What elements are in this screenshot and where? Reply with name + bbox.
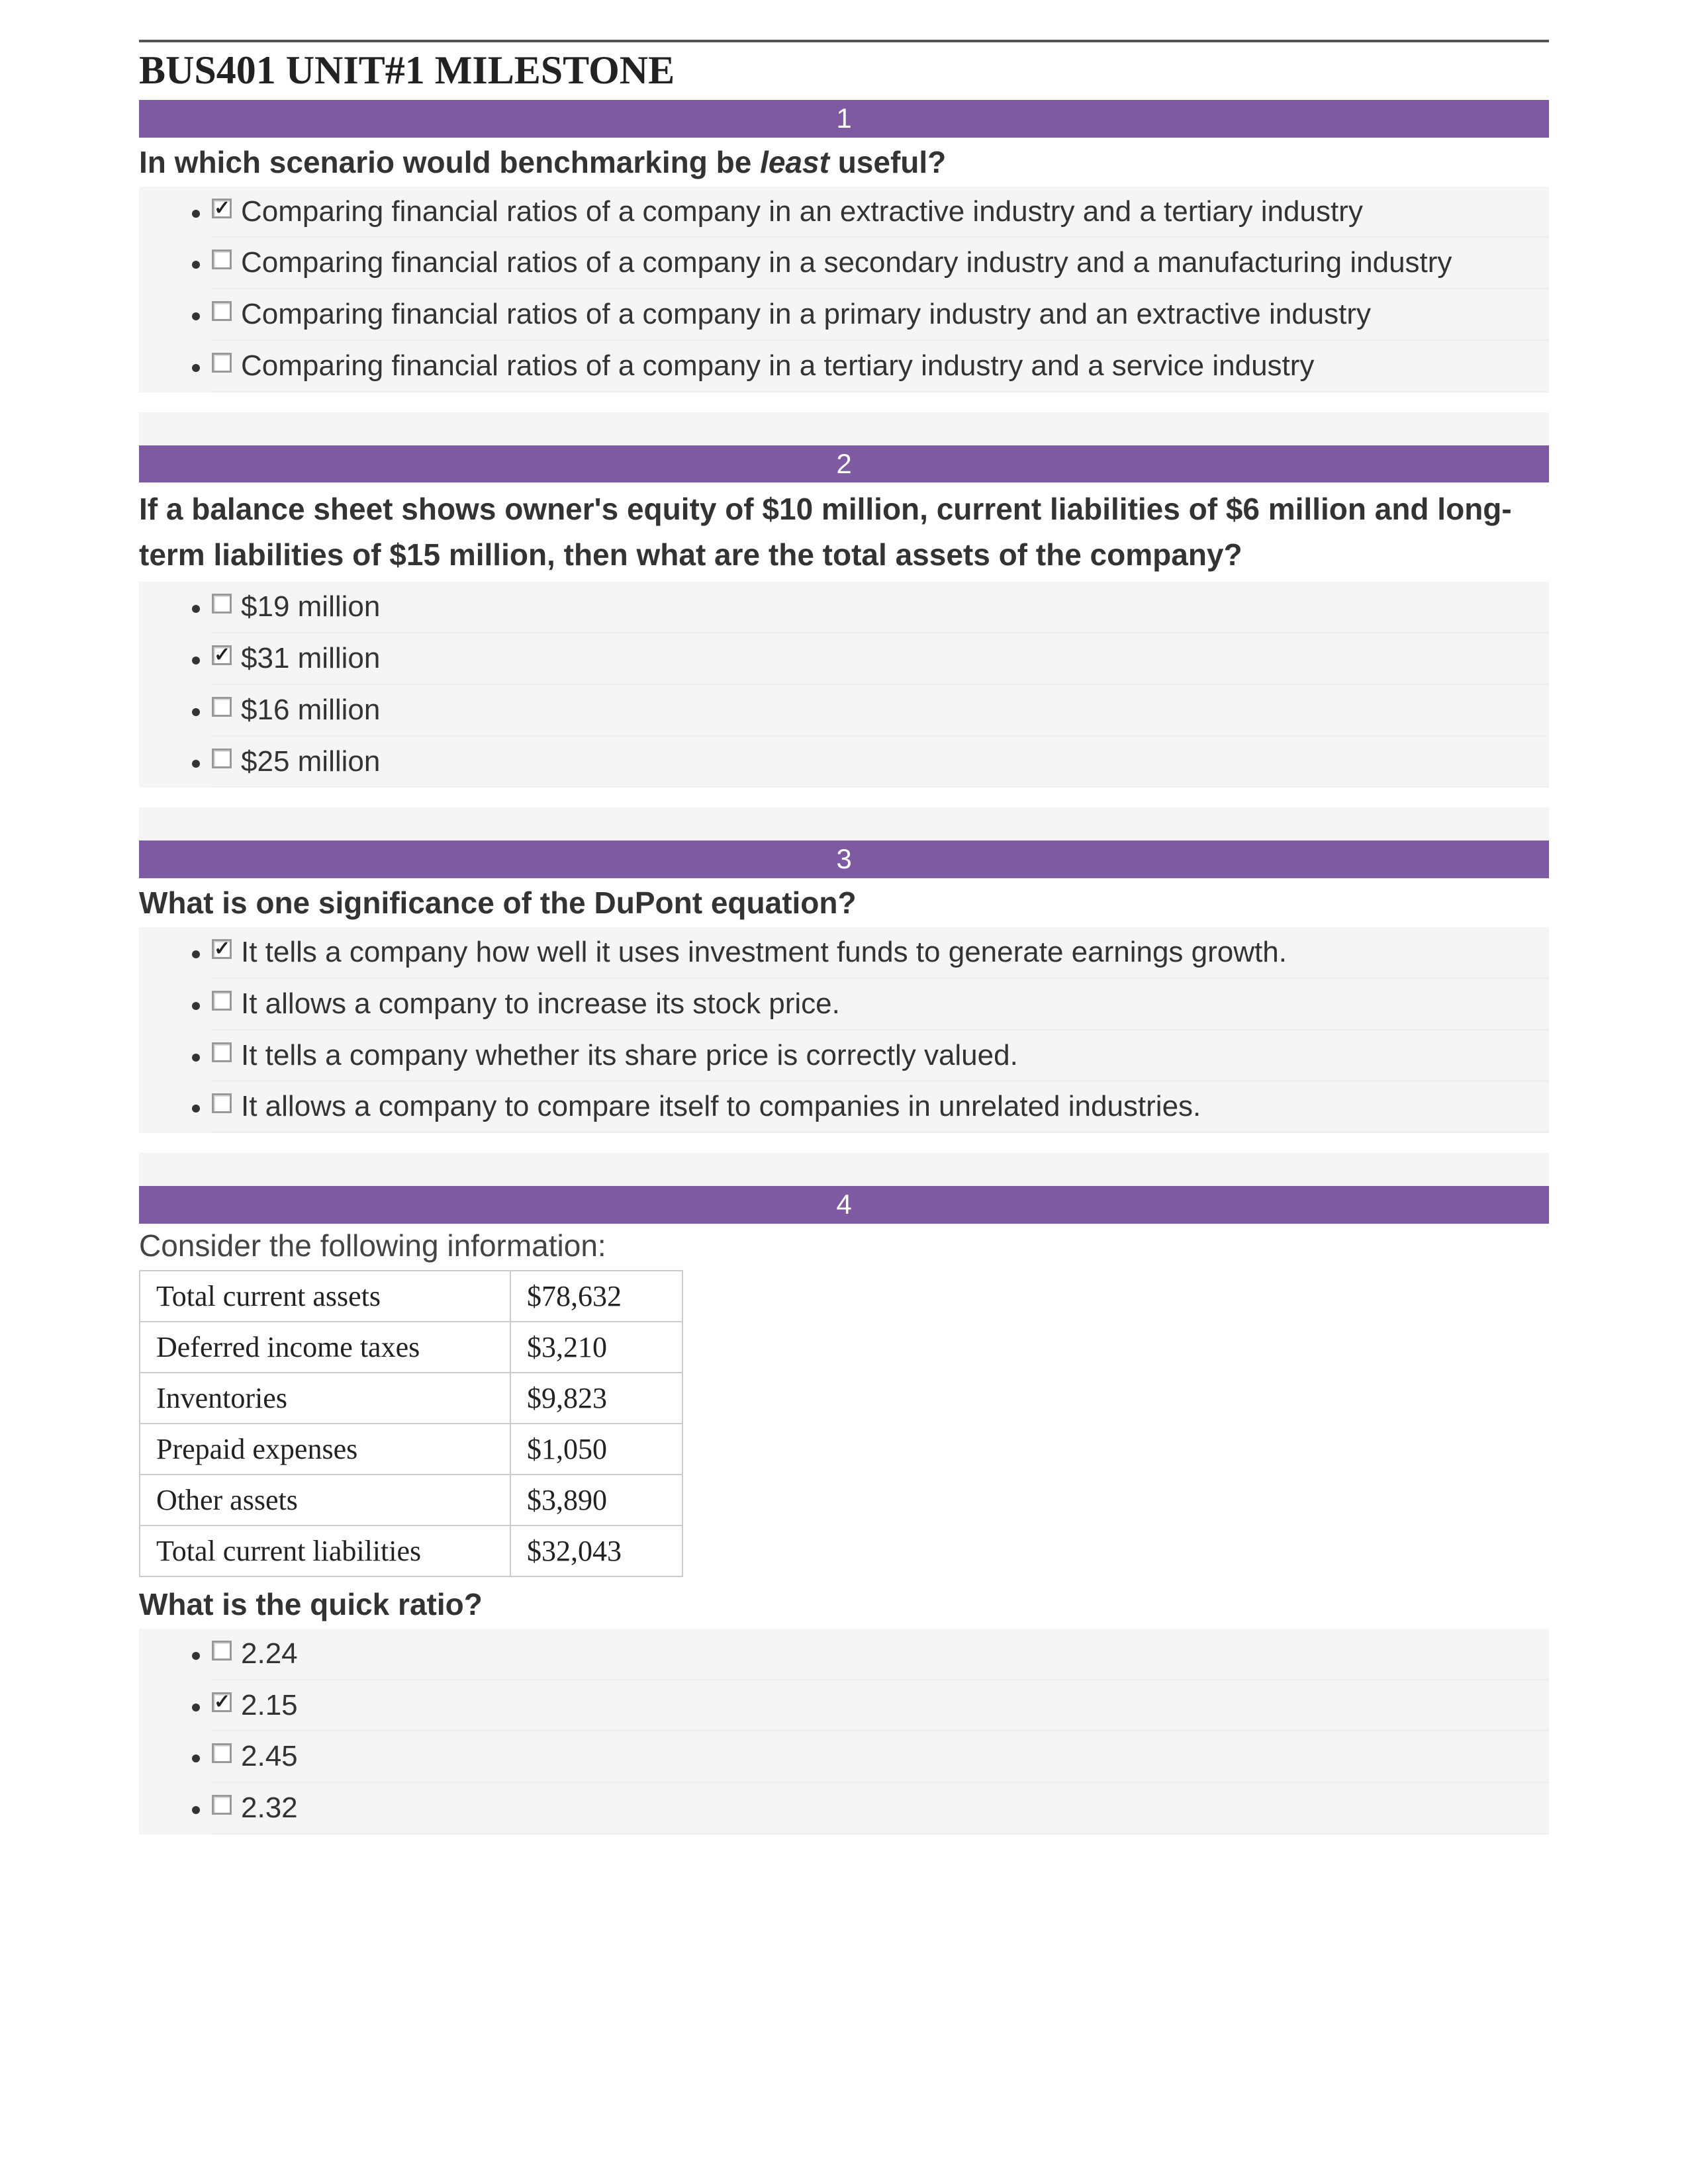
option-text: Comparing financial ratios of a company … — [241, 195, 1363, 228]
checkbox-icon[interactable] — [212, 199, 232, 218]
checkbox-icon[interactable] — [212, 697, 232, 717]
option-item: It tells a company how well it uses inve… — [212, 927, 1549, 979]
options-list: Comparing financial ratios of a company … — [139, 187, 1549, 392]
question-stem: What is the quick ratio? — [139, 1584, 1549, 1625]
table-cell-label: Deferred income taxes — [140, 1322, 510, 1373]
spacer — [139, 807, 1549, 841]
top-rule — [139, 40, 1549, 42]
option-item: $16 million — [212, 685, 1549, 737]
option-item: 2.24 — [212, 1629, 1549, 1680]
option-item: It allows a company to compare itself to… — [212, 1081, 1549, 1133]
option-item: It allows a company to increase its stoc… — [212, 979, 1549, 1030]
table-cell-value: $1,050 — [510, 1424, 682, 1475]
table-cell-label: Total current liabilities — [140, 1525, 510, 1576]
question-1: 1 In which scenario would benchmarking b… — [139, 100, 1549, 445]
option-item: Comparing financial ratios of a company … — [212, 187, 1549, 238]
checkbox-icon[interactable] — [212, 645, 232, 665]
option-item: $19 million — [212, 582, 1549, 633]
checkbox-icon[interactable] — [212, 1743, 232, 1763]
option-item: $31 million — [212, 633, 1549, 685]
option-text: Comparing financial ratios of a company … — [241, 349, 1314, 382]
checkbox-icon[interactable] — [212, 1795, 232, 1815]
question-number-banner: 2 — [139, 445, 1549, 483]
checkbox-icon[interactable] — [212, 594, 232, 614]
question-number-banner: 3 — [139, 841, 1549, 878]
option-text: Comparing financial ratios of a company … — [241, 246, 1452, 279]
question-number-banner: 4 — [139, 1186, 1549, 1224]
option-text: Comparing financial ratios of a company … — [241, 298, 1371, 330]
option-text: $25 million — [241, 745, 380, 778]
question-intro: Consider the following information: — [139, 1228, 1549, 1263]
option-text: $31 million — [241, 642, 380, 674]
table-row: Total current liabilities$32,043 — [140, 1525, 682, 1576]
table-cell-value: $3,210 — [510, 1322, 682, 1373]
option-item: $25 million — [212, 737, 1549, 788]
document-title: BUS401 UNIT#1 MILESTONE — [139, 48, 1549, 93]
question-stem: In which scenario would benchmarking be … — [139, 142, 1549, 183]
option-text: $19 million — [241, 590, 380, 623]
option-item: Comparing financial ratios of a company … — [212, 289, 1549, 341]
question-4: 4 Consider the following information: To… — [139, 1186, 1549, 1835]
options-list: It tells a company how well it uses inve… — [139, 927, 1549, 1133]
table-row: Other assets$3,890 — [140, 1475, 682, 1525]
question-3: 3 What is one significance of the DuPont… — [139, 841, 1549, 1186]
options-list: $19 million $31 million $16 million $25 … — [139, 582, 1549, 788]
checkbox-icon[interactable] — [212, 250, 232, 269]
option-item: 2.32 — [212, 1783, 1549, 1835]
spacer — [139, 412, 1549, 445]
checkbox-icon[interactable] — [212, 939, 232, 959]
option-text: It allows a company to compare itself to… — [241, 1090, 1201, 1122]
option-item: 2.15 — [212, 1680, 1549, 1732]
option-text: 2.32 — [241, 1792, 298, 1824]
options-list: 2.24 2.15 2.45 2.32 — [139, 1629, 1549, 1835]
option-text: $16 million — [241, 694, 380, 726]
option-item: Comparing financial ratios of a company … — [212, 341, 1549, 392]
document-page: BUS401 UNIT#1 MILESTONE 1 In which scena… — [0, 0, 1688, 2184]
checkbox-icon[interactable] — [212, 1093, 232, 1113]
checkbox-icon[interactable] — [212, 1042, 232, 1062]
spacer — [139, 1153, 1549, 1186]
table-row: Prepaid expenses$1,050 — [140, 1424, 682, 1475]
table-cell-value: $32,043 — [510, 1525, 682, 1576]
checkbox-icon[interactable] — [212, 353, 232, 373]
table-cell-value: $9,823 — [510, 1373, 682, 1424]
option-text: 2.24 — [241, 1637, 298, 1670]
option-text: 2.45 — [241, 1740, 298, 1772]
checkbox-icon[interactable] — [212, 991, 232, 1011]
table-row: Deferred income taxes$3,210 — [140, 1322, 682, 1373]
checkbox-icon[interactable] — [212, 301, 232, 321]
option-item: It tells a company whether its share pri… — [212, 1030, 1549, 1082]
option-item: Comparing financial ratios of a company … — [212, 238, 1549, 289]
table-row: Total current assets$78,632 — [140, 1271, 682, 1322]
table-cell-value: $78,632 — [510, 1271, 682, 1322]
table-cell-label: Total current assets — [140, 1271, 510, 1322]
checkbox-icon[interactable] — [212, 1692, 232, 1712]
data-table: Total current assets$78,632 Deferred inc… — [139, 1270, 683, 1577]
question-number-banner: 1 — [139, 100, 1549, 138]
table-cell-label: Other assets — [140, 1475, 510, 1525]
option-text: It allows a company to increase its stoc… — [241, 987, 840, 1020]
question-2: 2 If a balance sheet shows owner's equit… — [139, 445, 1549, 841]
table-cell-value: $3,890 — [510, 1475, 682, 1525]
table-cell-label: Prepaid expenses — [140, 1424, 510, 1475]
question-stem: What is one significance of the DuPont e… — [139, 882, 1549, 923]
table-cell-label: Inventories — [140, 1373, 510, 1424]
table-row: Inventories$9,823 — [140, 1373, 682, 1424]
option-text: It tells a company whether its share pri… — [241, 1039, 1018, 1071]
checkbox-icon[interactable] — [212, 1641, 232, 1661]
question-stem: If a balance sheet shows owner's equity … — [139, 486, 1549, 578]
checkbox-icon[interactable] — [212, 749, 232, 768]
option-item: 2.45 — [212, 1731, 1549, 1783]
option-text: 2.15 — [241, 1689, 298, 1721]
option-text: It tells a company how well it uses inve… — [241, 936, 1287, 968]
